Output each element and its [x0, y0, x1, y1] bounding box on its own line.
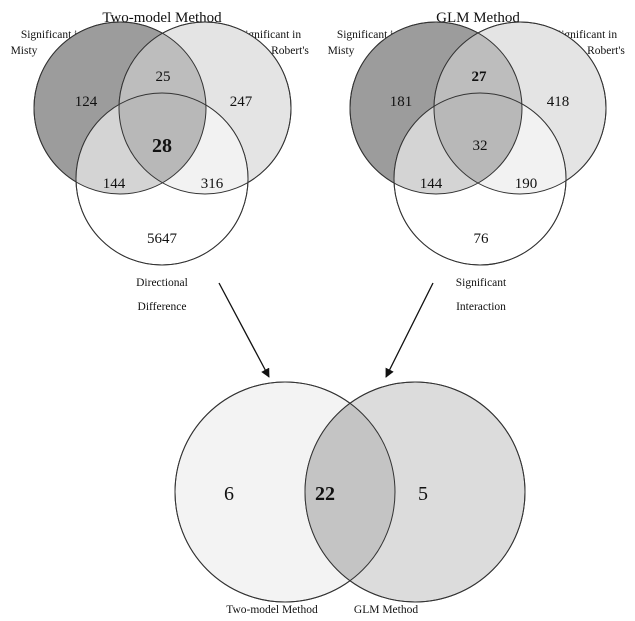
two-model-count-roberts-third: 316: [201, 176, 224, 192]
glm-label-misty-line1: Significant in: [337, 29, 400, 41]
glm-count-roberts-third: 190: [515, 176, 538, 192]
bottom-label-two-model: Two-model Method: [226, 604, 318, 616]
two-model-label-roberts-line2: Robert's: [271, 45, 309, 57]
bottom-outline-glm: [304, 381, 526, 603]
arrow-glm-to-bottom: [385, 282, 434, 378]
bottom-outline-two-model: [174, 381, 396, 603]
glm-outline-roberts: [433, 21, 607, 195]
two-model-count-all-three: 28: [152, 135, 172, 157]
glm-count-all-three: 32: [473, 138, 488, 154]
two-model-label-directional-line2: Difference: [138, 301, 187, 313]
two-model-label-misty-line1: Significant in: [21, 29, 84, 41]
glm-count-only-roberts: 418: [547, 94, 570, 110]
two-model-outline-roberts: [118, 21, 292, 195]
two-model-venn: Two-model Method Significant in Misty Si…: [11, 10, 310, 313]
glm-count-only-misty: 181: [390, 94, 413, 110]
bottom-region-overlap: [305, 382, 395, 602]
glm-count-only-interaction: 76: [474, 231, 490, 247]
glm-label-interaction-line1: Significant: [456, 277, 507, 289]
two-model-title: Two-model Method: [102, 10, 222, 26]
two-model-count-only-misty: 124: [75, 94, 98, 110]
glm-label-roberts-line2: Robert's: [587, 45, 625, 57]
two-model-label-directional-line1: Directional: [136, 277, 188, 289]
two-model-outline-directional: [75, 92, 249, 266]
glm-outline-interaction: [393, 92, 567, 266]
bottom-count-only-glm: 5: [418, 483, 428, 505]
bottom-count-overlap: 22: [315, 483, 335, 505]
arrow-two-model-to-bottom: [218, 282, 270, 378]
bottom-count-only-two-model: 6: [224, 483, 234, 505]
two-model-count-only-roberts: 247: [230, 94, 253, 110]
glm-count-misty-roberts: 27: [472, 69, 488, 85]
glm-title: GLM Method: [436, 10, 520, 26]
glm-count-misty-third: 144: [420, 176, 443, 192]
glm-label-misty-line2: Misty: [328, 45, 355, 57]
two-model-count-only-directional: 5647: [147, 231, 178, 247]
two-model-label-misty-line2: Misty: [11, 45, 38, 57]
bottom-venn: 6 22 5 Two-model Method GLM Method: [174, 381, 526, 616]
two-model-count-misty-roberts: 25: [156, 69, 171, 85]
glm-label-interaction-line2: Interaction: [456, 301, 506, 313]
bottom-label-glm: GLM Method: [354, 604, 418, 616]
two-model-count-misty-third: 144: [103, 176, 126, 192]
two-model-outline-misty: [33, 21, 207, 195]
glm-venn: GLM Method Significant in Misty Signific…: [328, 10, 626, 313]
glm-outline-misty: [349, 21, 523, 195]
